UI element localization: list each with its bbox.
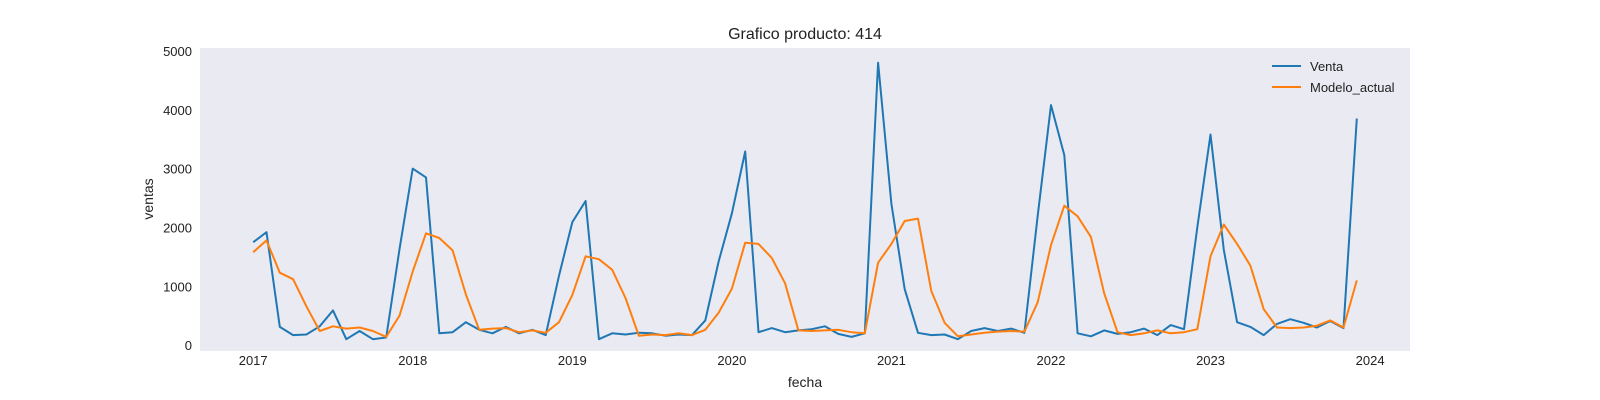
y-tick-labels: 0 1000 2000 3000 4000 5000 [163,44,192,353]
y-tick-label: 2000 [163,220,192,235]
series-lines [252,61,1358,341]
x-tick-label: 2019 [558,353,587,368]
x-tick-label: 2023 [1196,353,1225,368]
x-tick-label: 2018 [398,353,427,368]
x-tick-label: 2024 [1356,353,1385,368]
y-tick-label: 5000 [163,44,192,59]
y-tick-label: 1000 [163,279,192,294]
x-tick-label: 2022 [1037,353,1066,368]
plot-area [200,48,1410,351]
x-tick-label: 2017 [239,353,268,368]
x-tick-label: 2020 [717,353,746,368]
y-axis-label: ventas [140,178,156,219]
x-axis-label: fecha [788,374,822,390]
y-tick-label: 3000 [163,162,192,177]
y-tick-label: 0 [185,338,192,353]
legend: Venta Modelo_actual [1272,59,1395,95]
legend-label: Venta [1310,59,1344,74]
chart-title: Grafico producto: 414 [728,26,882,43]
y-tick-label: 4000 [163,103,192,118]
series-line-modelo_actual [252,204,1358,338]
x-tick-labels: 2017 2018 2019 2020 2021 2022 2023 2024 [239,353,1385,368]
x-tick-label: 2021 [877,353,906,368]
legend-label: Modelo_actual [1310,80,1395,95]
